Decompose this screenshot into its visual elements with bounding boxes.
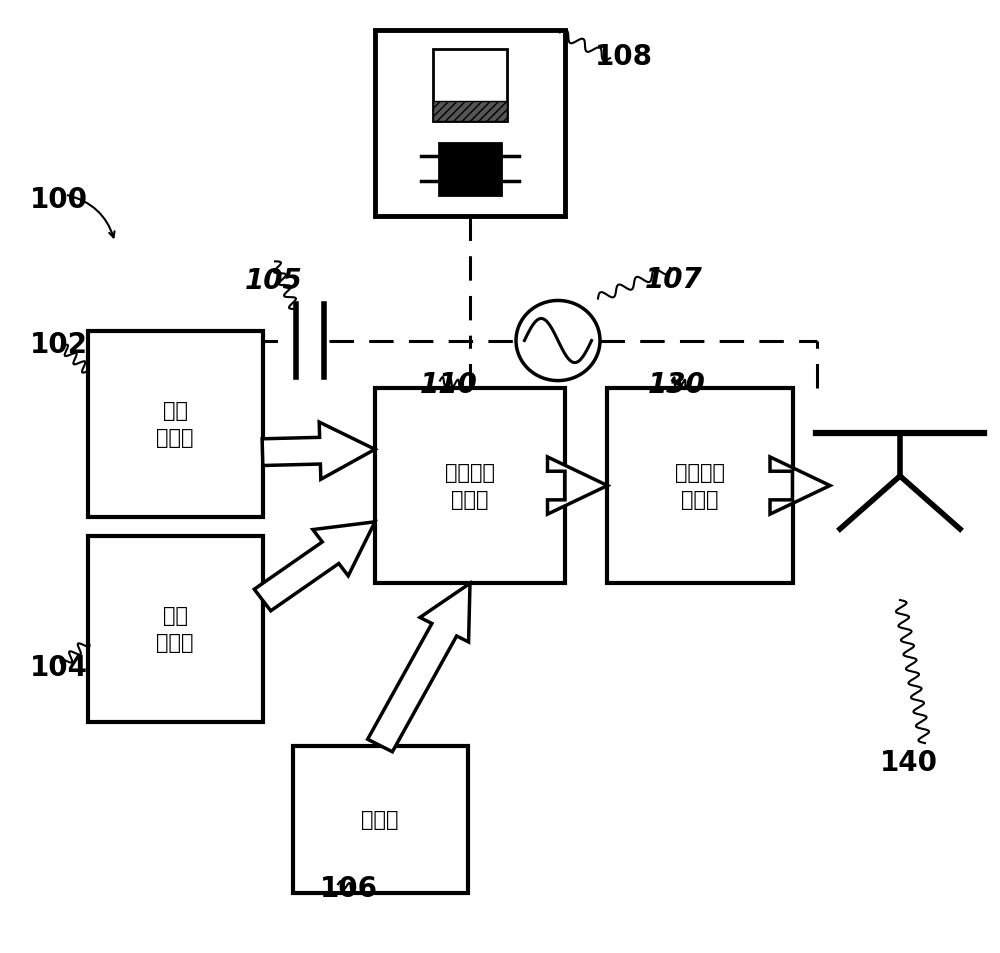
Text: 带电: 带电 [162,606,188,625]
Text: 105: 105 [245,267,303,295]
Bar [607,389,792,583]
Text: 140: 140 [880,748,938,777]
Bar [375,389,565,583]
Polygon shape [368,583,470,752]
Text: 质子传递: 质子传递 [675,463,725,482]
Bar [292,745,468,894]
Bar [375,31,565,217]
Bar [88,536,262,722]
Polygon shape [547,457,607,515]
Text: 104: 104 [30,653,88,681]
Text: 130: 130 [648,371,706,399]
Text: 电子源: 电子源 [361,810,399,829]
Circle shape [516,301,600,381]
Text: 107: 107 [645,266,703,294]
Polygon shape [254,522,375,611]
Text: 106: 106 [320,874,378,902]
Text: 反应威: 反应威 [681,490,719,509]
Bar [432,51,507,122]
Bar [88,331,262,517]
Text: 解离威: 解离威 [451,490,489,509]
Bar [439,144,501,196]
Text: 电子捕获: 电子捕获 [445,463,495,482]
Polygon shape [262,422,375,479]
Polygon shape [770,457,830,515]
Bar [432,102,507,122]
Text: 离子源: 离子源 [156,428,194,447]
Text: 110: 110 [420,371,478,399]
Text: 物种源: 物种源 [156,633,194,652]
Text: 100: 100 [30,186,88,214]
Text: 样品: 样品 [162,401,188,420]
Text: 108: 108 [595,43,653,71]
Text: 102: 102 [30,331,88,359]
